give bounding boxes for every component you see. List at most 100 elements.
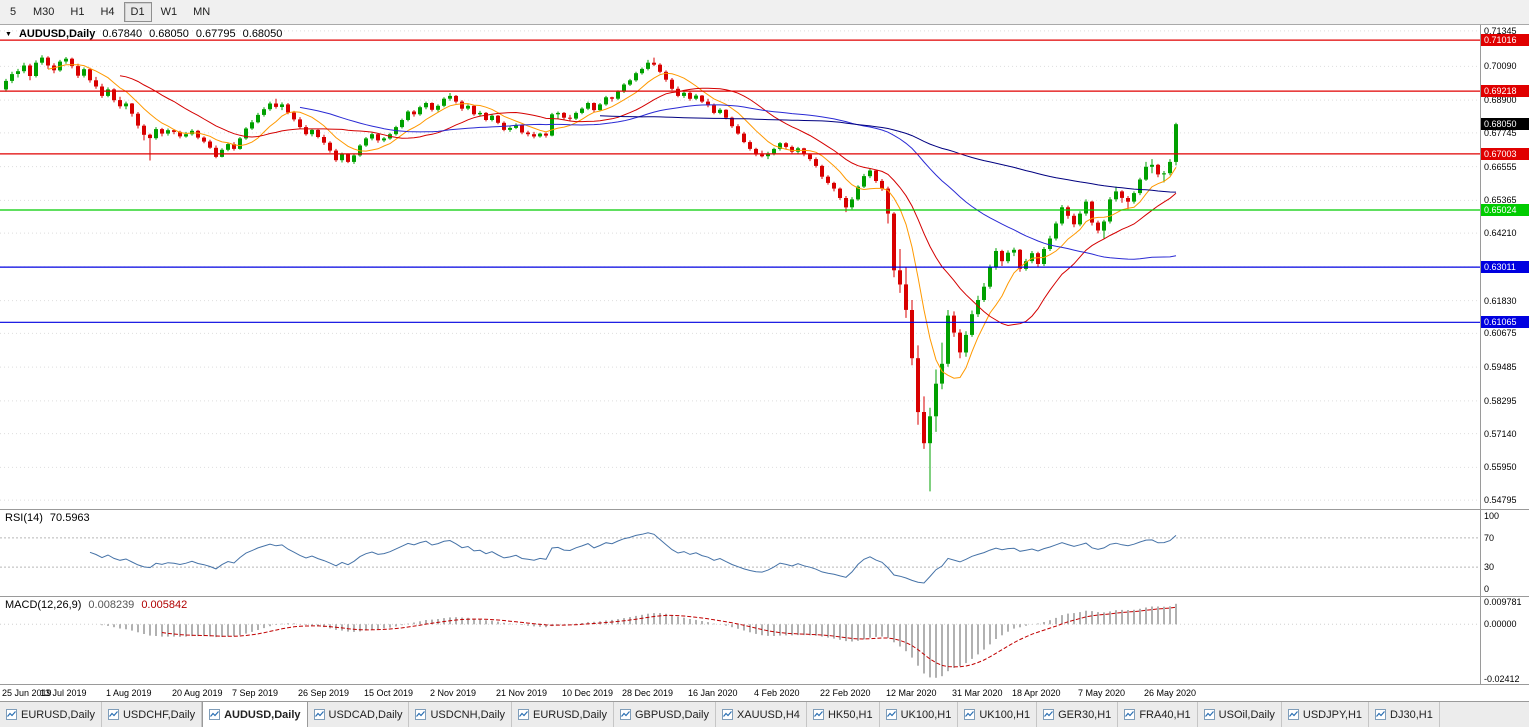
date-label: 26 May 2020 xyxy=(1144,688,1197,698)
macd-axis[interactable]: 0.009781 0.00000 -0.02412 xyxy=(1480,597,1529,684)
chart-tab-xauusd-h4[interactable]: XAUUSD,H4 xyxy=(715,702,807,727)
chart-tab-icon xyxy=(812,709,824,720)
date-label: 26 Sep 2019 xyxy=(298,688,350,698)
rsi-tick: 30 xyxy=(1484,562,1495,573)
chart-tab-icon xyxy=(1043,709,1055,720)
date-label: 21 Nov 2019 xyxy=(496,688,548,698)
rsi-chart[interactable] xyxy=(0,510,1480,596)
rsi-tick: 70 xyxy=(1484,532,1495,543)
macd-signal-value: 0.005842 xyxy=(141,599,188,611)
level-price-badge: 0.69218 xyxy=(1481,85,1529,98)
price-axis[interactable]: 0.71345 0.70090 0.68900 0.67745 0.66555 0.653… xyxy=(1480,25,1529,509)
chart-tab-fra40-h1[interactable]: FRA40,H1 xyxy=(1118,702,1198,727)
chart-tab-usdcnh-daily[interactable]: USDCNH,Daily xyxy=(409,702,513,727)
ohlc-open: 0.67840 xyxy=(102,28,143,40)
price-tick: 0.54795 xyxy=(1484,495,1517,506)
timeframe-toolbar: 5 M30 H1 H4 D1 W1 MN xyxy=(0,0,1529,25)
chart-tab-gbpusd-daily[interactable]: GBPUSD,Daily xyxy=(614,702,716,727)
timeframe-button-mn[interactable]: MN xyxy=(186,2,217,22)
current-price-badge: 0.68050 xyxy=(1481,118,1529,131)
rsi-axis[interactable]: 100 70 30 0 xyxy=(1480,510,1529,596)
macd-header: MACD(12,26,9) 0.008239 0.005842 xyxy=(5,599,187,611)
chart-tab-dj30-h1[interactable]: DJ30,H1 xyxy=(1369,702,1440,727)
rsi-levels-layer xyxy=(0,537,1480,568)
timeframe-button-w1[interactable]: W1 xyxy=(154,2,185,22)
rsi-value: 70.5963 xyxy=(49,512,90,524)
chart-tab-icon xyxy=(518,709,530,720)
date-label: 25 Jun 2019 xyxy=(2,688,52,698)
price-tick: 0.64210 xyxy=(1484,228,1517,239)
chart-tab-label: GBPUSD,Daily xyxy=(635,708,709,721)
price-tick: 0.66555 xyxy=(1484,161,1517,172)
chart-tab-icon xyxy=(721,709,733,720)
chart-tab-audusd-daily[interactable]: AUDUSD,Daily xyxy=(202,702,308,727)
date-label: 2 Nov 2019 xyxy=(430,688,477,698)
ohlc-low: 0.67795 xyxy=(195,28,236,40)
date-label: 12 Mar 2020 xyxy=(886,688,937,698)
date-label: 4 Feb 2020 xyxy=(754,688,800,698)
chart-tab-uk100-h1[interactable]: UK100,H1 xyxy=(879,702,959,727)
chart-tab-icon xyxy=(313,709,325,720)
chart-tab-label: EURUSD,Daily xyxy=(21,708,95,721)
chart-tab-usoil-daily[interactable]: USOil,Daily xyxy=(1197,702,1282,727)
chart-tab-icon xyxy=(1375,709,1387,720)
macd-main-value: 0.008239 xyxy=(88,599,135,611)
timeframe-button-5[interactable]: 5 xyxy=(2,2,24,22)
chart-tab-label: GER30,H1 xyxy=(1058,708,1112,721)
timeframe-buttons: 5 M30 H1 H4 D1 W1 MN xyxy=(1,2,218,22)
date-label: 20 Aug 2019 xyxy=(172,688,223,698)
grid-layer xyxy=(0,30,1480,501)
chart-tab-usdchf-daily[interactable]: USDCHF,Daily xyxy=(101,702,203,727)
macd-chart[interactable] xyxy=(0,597,1480,684)
chart-tab-label: USDCNH,Daily xyxy=(430,708,506,721)
chart-header: ▼ AUDUSD,Daily 0.67840 0.68050 0.67795 0… xyxy=(5,28,282,40)
level-price-badge: 0.67003 xyxy=(1481,147,1529,160)
timeframe-button-h1[interactable]: H1 xyxy=(63,2,91,22)
macd-histogram-layer xyxy=(101,603,1177,678)
price-tick: 0.67745 xyxy=(1484,127,1517,138)
macd-signal-layer xyxy=(161,606,1177,668)
chart-tab-icon xyxy=(885,709,897,720)
macd-tick: 0.00000 xyxy=(1484,619,1517,630)
level-price-badge: 0.63011 xyxy=(1481,261,1529,274)
level-price-badge: 0.65024 xyxy=(1481,204,1529,217)
chart-symbol-period: AUDUSD,Daily xyxy=(18,28,96,40)
chart-tab-label: XAUUSD,H4 xyxy=(736,708,800,721)
chart-tab-ger30-h1[interactable]: GER30,H1 xyxy=(1037,702,1119,727)
collapse-icon[interactable]: ▼ xyxy=(5,30,12,38)
price-tick: 0.58295 xyxy=(1484,395,1517,406)
chart-tab-icon xyxy=(107,709,119,720)
rsi-label: RSI(14) xyxy=(5,512,43,524)
price-tick: 0.55950 xyxy=(1484,462,1517,473)
chart-tab-label: USOil,Daily xyxy=(1218,708,1275,721)
time-axis[interactable]: 25 Jun 2019 13 Jul 2019 1 Aug 2019 20 Aug 2… xyxy=(0,684,1529,701)
rsi-line-layer xyxy=(89,532,1177,584)
chart-tab-usdcad-daily[interactable]: USDCAD,Daily xyxy=(307,702,410,727)
rsi-panel: 100 70 30 0 RSI(14) 70.5963 xyxy=(0,509,1529,596)
chart-tab-icon xyxy=(209,709,221,720)
date-label: 18 Apr 2020 xyxy=(1012,688,1061,698)
price-tick: 0.60675 xyxy=(1484,328,1517,339)
candles-layer xyxy=(4,55,1178,492)
chart-tab-label: USDJPY,H1 xyxy=(1302,708,1363,721)
rsi-header: RSI(14) 70.5963 xyxy=(5,512,90,524)
macd-tick: -0.02412 xyxy=(1484,674,1520,685)
timeframe-button-h4[interactable]: H4 xyxy=(93,2,121,22)
chart-tab-icon xyxy=(964,709,976,720)
price-tick: 0.71345 xyxy=(1484,25,1517,36)
chart-tab-uk100-h1[interactable]: UK100,H1 xyxy=(958,702,1038,727)
chart-tab-eurusd-daily[interactable]: EURUSD,Daily xyxy=(0,702,102,727)
chart-tab-hk50-h1[interactable]: HK50,H1 xyxy=(806,702,880,727)
timeframe-button-d1[interactable]: D1 xyxy=(123,2,152,22)
candlestick-chart[interactable] xyxy=(0,25,1480,509)
chart-tabs: EURUSD,Daily USDCHF,Daily AUDUSD,Daily USDC… xyxy=(0,701,1529,727)
rsi-tick: 100 xyxy=(1484,511,1500,521)
chart-tab-usdjpy-h1[interactable]: USDJPY,H1 xyxy=(1281,702,1370,727)
chart-tab-icon xyxy=(1203,709,1215,720)
chart-tab-icon xyxy=(6,709,17,720)
chart-tab-label: UK100,H1 xyxy=(900,708,952,721)
timeframe-button-m30[interactable]: M30 xyxy=(26,2,61,22)
chart-tab-eurusd-daily[interactable]: EURUSD,Daily xyxy=(512,702,614,727)
date-label: 28 Dec 2019 xyxy=(622,688,674,698)
